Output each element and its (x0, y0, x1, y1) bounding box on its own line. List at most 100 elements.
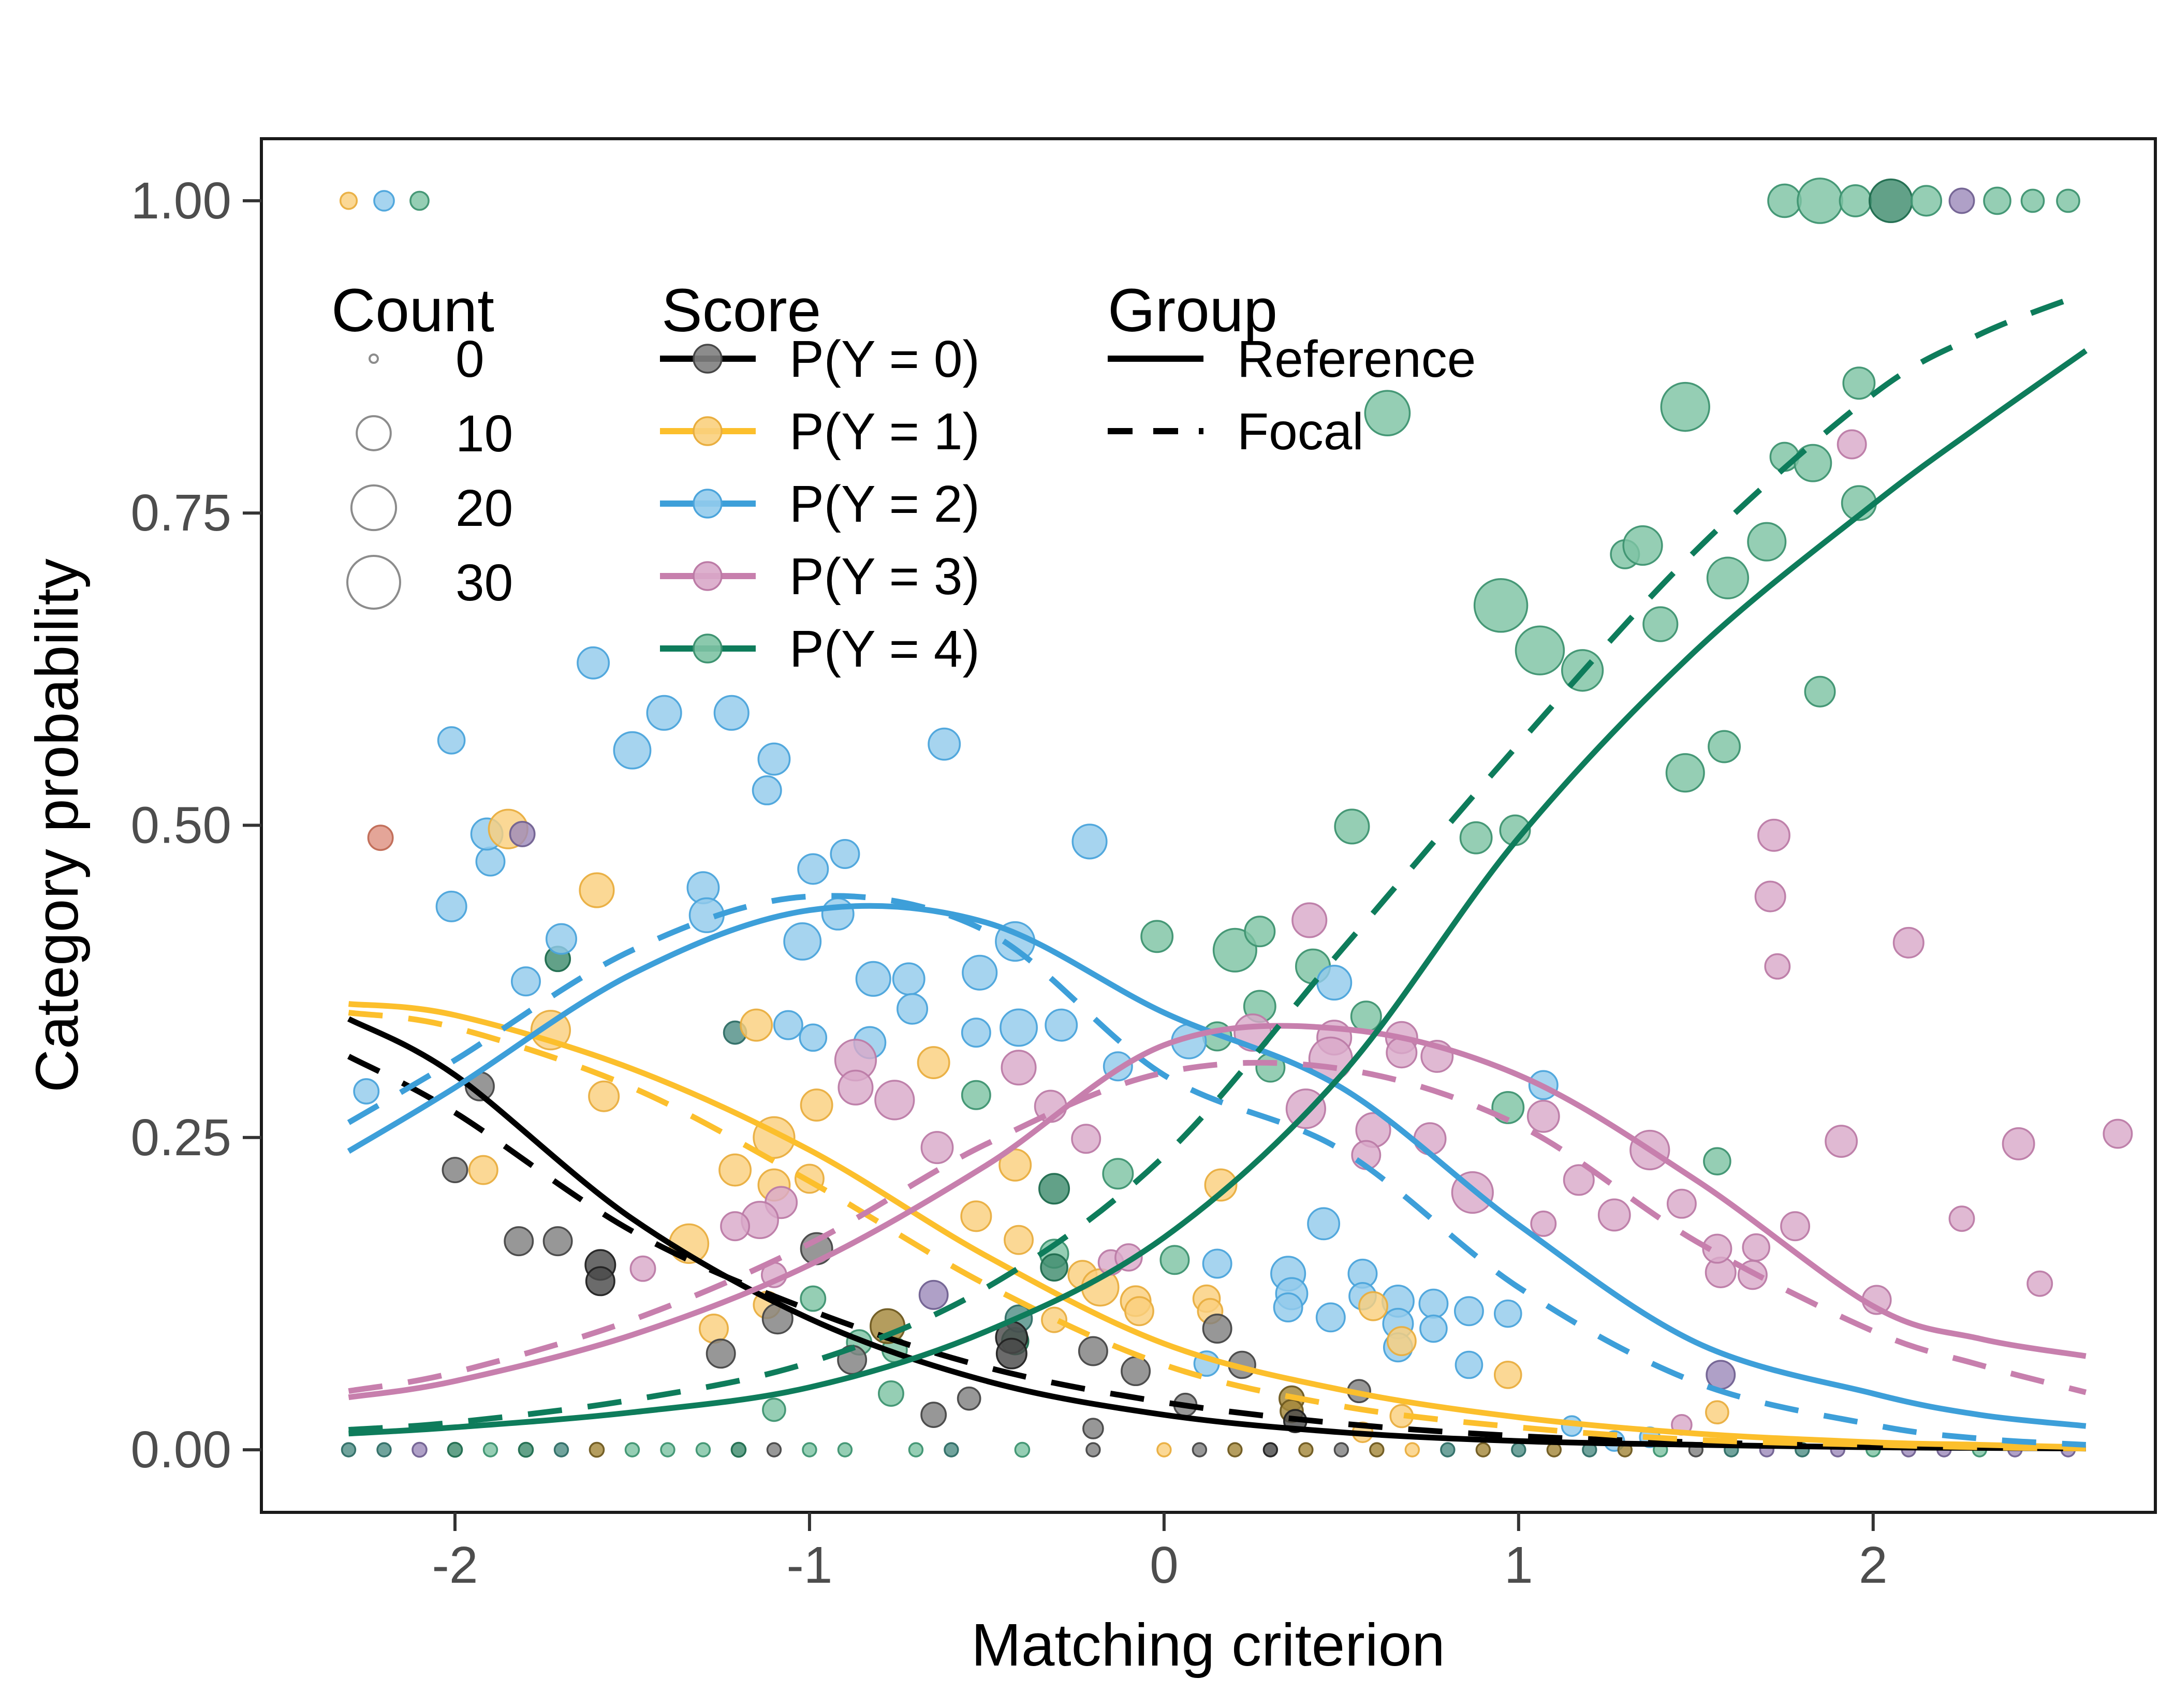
data-point (435, 890, 467, 922)
data-point (1085, 1442, 1101, 1457)
data-point (752, 775, 782, 805)
curve-3-focal (348, 1059, 2087, 1395)
data-point (944, 1442, 959, 1457)
data-point (1453, 1296, 1484, 1327)
legend-count-circle (346, 555, 401, 610)
data-point (1764, 953, 1791, 980)
data-point (2026, 1270, 2053, 1297)
data-point (1156, 1442, 1172, 1457)
data-point (897, 993, 929, 1025)
data-point (730, 1441, 747, 1458)
data-point (442, 1157, 468, 1184)
data-point (1666, 1188, 1697, 1219)
data-point (1350, 1000, 1382, 1033)
y-tick-label: 0.75 (130, 484, 231, 542)
data-point (1102, 1158, 1134, 1190)
data-point (720, 1211, 751, 1242)
data-point (1071, 1124, 1101, 1154)
legend-count-circle (350, 484, 398, 532)
curve-3-reference (348, 1023, 2087, 1401)
data-point (740, 1008, 773, 1042)
data-point (920, 1131, 954, 1165)
data-point (518, 1441, 534, 1458)
data-point (718, 1153, 752, 1187)
data-point (1404, 1442, 1420, 1457)
legend-title-count: Count (331, 276, 494, 345)
data-point (1563, 1164, 1595, 1196)
data-point (1386, 1326, 1417, 1357)
data-point (917, 1046, 950, 1079)
model-curves (347, 290, 2088, 1452)
data-point (577, 646, 610, 680)
data-point (1703, 1147, 1731, 1175)
data-point (1948, 1205, 1975, 1232)
data-point (1515, 625, 1565, 675)
x-axis-title: Matching criterion (971, 1611, 1445, 1678)
data-point (706, 1338, 736, 1369)
data-point (1526, 1099, 1560, 1133)
legend-score-dot (693, 416, 723, 446)
legend-count-circle (356, 415, 392, 451)
y-tick-label: 0.50 (130, 797, 231, 855)
x-tick-label: 1 (1504, 1536, 1533, 1594)
data-point (1124, 1296, 1154, 1327)
data-point (1413, 1122, 1447, 1156)
data-point (629, 1255, 656, 1282)
data-point (613, 731, 652, 770)
data-point (1358, 1291, 1388, 1321)
curve-4-reference (348, 348, 2088, 1437)
x-tick-label: -1 (786, 1536, 832, 1594)
data-point (1742, 1233, 1771, 1262)
x-tick-label: -2 (432, 1536, 478, 1594)
data-point (757, 742, 791, 776)
data-point (713, 695, 750, 731)
data-point (892, 962, 926, 996)
data-point (799, 1023, 828, 1052)
data-point (838, 1069, 874, 1106)
data-point (1747, 522, 1787, 562)
data-point (1000, 1008, 1038, 1047)
data-point (624, 1442, 640, 1457)
data-point (2056, 188, 2080, 213)
data-point (797, 853, 829, 885)
data-point (504, 1226, 534, 1257)
data-point (773, 1010, 803, 1040)
data-point (1307, 1207, 1341, 1241)
data-point (1794, 444, 1832, 482)
data-point (373, 190, 395, 212)
data-point (766, 1442, 782, 1457)
data-point (1493, 1361, 1522, 1389)
data-point (1455, 1350, 1483, 1379)
data-point (961, 1080, 991, 1110)
data-point (1212, 927, 1257, 973)
data-point (960, 1200, 992, 1232)
legend-score-label: P(Y = 0) (789, 330, 980, 388)
data-point (1440, 1442, 1456, 1457)
curve-1-focal (348, 1010, 2086, 1452)
data-point (1419, 1314, 1448, 1343)
data-point (1045, 1008, 1078, 1042)
data-point (1140, 920, 1174, 953)
data-point (874, 1080, 915, 1121)
y-tick-label: 1.00 (130, 172, 231, 230)
data-point (1014, 1441, 1031, 1458)
data-point (1244, 916, 1276, 948)
data-point (800, 1285, 827, 1312)
data-point (1511, 1442, 1526, 1457)
data-point (1078, 1336, 1108, 1366)
y-tick-label: 0.25 (130, 1109, 231, 1167)
legend-group-label: Reference (1237, 330, 1476, 388)
data-point (1334, 808, 1370, 845)
data-point (1868, 178, 1914, 223)
data-point (1754, 880, 1786, 912)
data-point (928, 727, 961, 761)
data-point (918, 1279, 949, 1310)
data-point (1839, 184, 1872, 217)
legend-score-label: P(Y = 3) (789, 548, 980, 606)
data-point (1204, 1168, 1238, 1202)
data-point (1706, 556, 1750, 599)
legend-score-label: P(Y = 2) (789, 475, 980, 533)
data-point (2103, 1118, 2133, 1149)
data-point (339, 192, 358, 210)
